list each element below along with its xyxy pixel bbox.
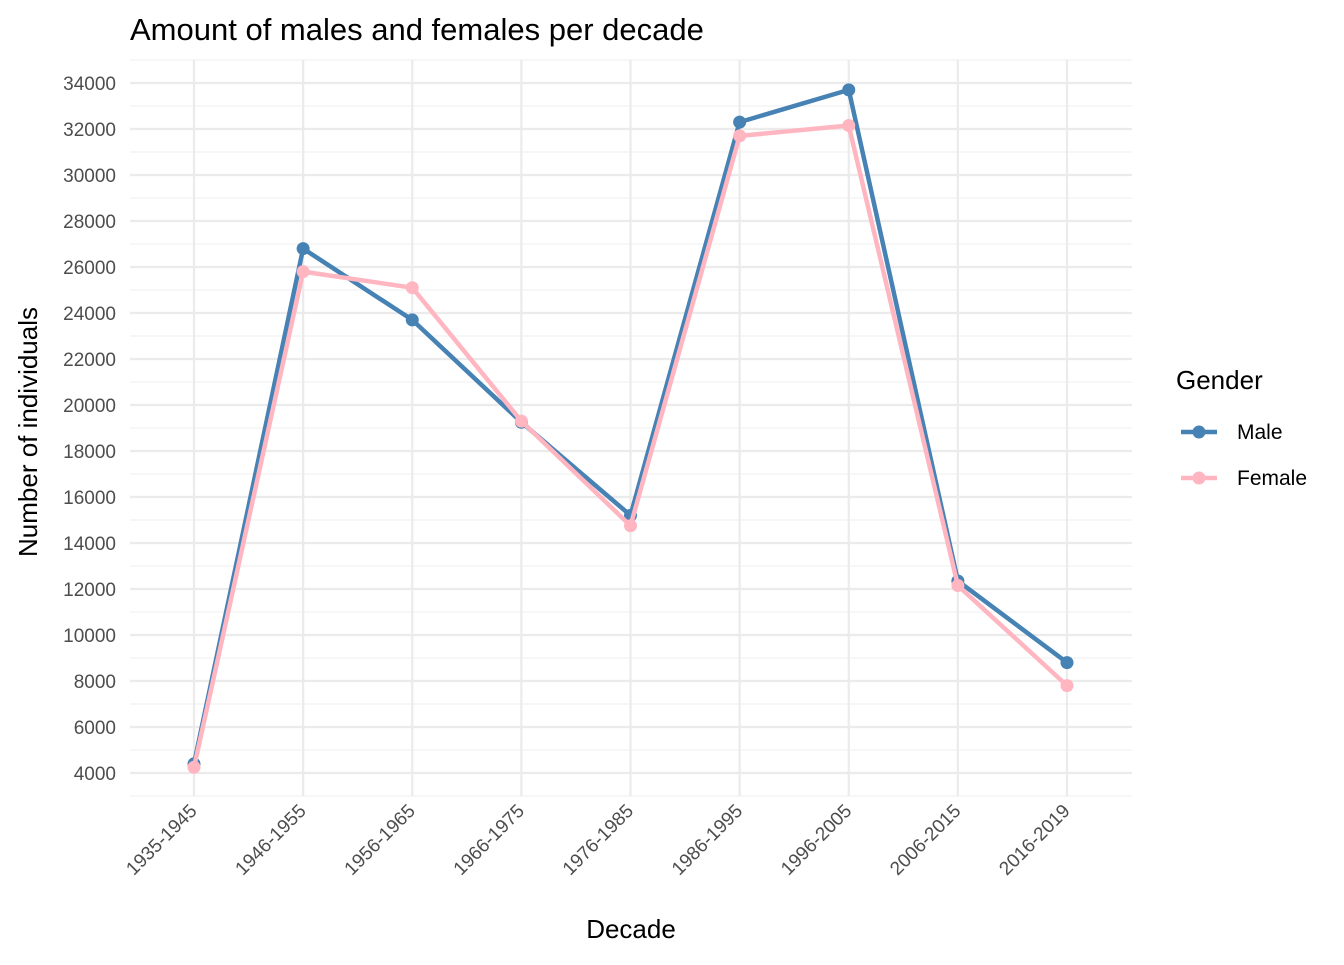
legend-label-female: Female (1237, 467, 1307, 490)
female-data-point (514, 414, 528, 428)
female-data-point (624, 519, 637, 533)
legend-key-female-point (1192, 471, 1206, 485)
female-data-point (1060, 679, 1074, 693)
x-tick-label: 2016-2019 (995, 801, 1074, 880)
x-axis-title: Decade (586, 914, 676, 944)
y-tick-label: 32000 (63, 120, 116, 141)
x-tick-label: 1986-1995 (668, 801, 747, 880)
chart-title: Amount of males and females per decade (130, 12, 704, 47)
y-tick-label: 4000 (74, 764, 116, 785)
male-data-point (842, 83, 856, 97)
female-data-point (733, 129, 747, 143)
male-data-point (733, 115, 747, 129)
y-tick-label: 8000 (74, 672, 116, 693)
legend: Gender Male Female (1176, 365, 1307, 490)
male-data-point (296, 242, 310, 256)
y-tick-label: 22000 (63, 350, 116, 371)
y-tick-label: 10000 (63, 626, 116, 647)
female-data-point (951, 579, 965, 593)
x-tick-label: 1996-2005 (777, 801, 856, 880)
male-data-point (405, 313, 419, 327)
legend-label-male: Male (1237, 421, 1283, 444)
y-tick-label: 14000 (63, 534, 116, 555)
x-tick-label: 1956-1965 (341, 801, 420, 880)
y-tick-label: 6000 (74, 718, 116, 739)
y-tick-label: 12000 (63, 580, 116, 601)
x-tick-label: 1976-1985 (559, 801, 638, 880)
female-data-point (296, 265, 310, 279)
x-axis-tick-labels: 1935-1945 1946-1955 1956-1965 1966-1975 1976… (122, 801, 1074, 880)
y-tick-label: 34000 (63, 74, 116, 95)
female-data-point (405, 281, 419, 295)
y-tick-label: 28000 (63, 212, 116, 233)
x-tick-label: 1946-1955 (232, 801, 311, 880)
legend-title: Gender (1176, 365, 1263, 395)
y-tick-label: 24000 (63, 304, 116, 325)
y-axis-tick-labels: 4000 6000 8000 10000 12000 14000 16000 18000 200… (63, 74, 116, 785)
y-tick-label: 16000 (63, 488, 116, 509)
x-tick-label: 1935-1945 (122, 801, 201, 880)
y-tick-label: 30000 (63, 166, 116, 187)
x-tick-label: 1966-1975 (450, 801, 529, 880)
female-data-point (842, 119, 856, 133)
female-data-point (187, 760, 201, 774)
y-axis-title: Number of individuals (13, 307, 43, 557)
legend-items: Male Female (1181, 421, 1307, 490)
y-tick-label: 26000 (63, 258, 116, 279)
y-tick-label: 18000 (63, 442, 116, 463)
male-data-point (1060, 656, 1074, 670)
x-tick-label: 2006-2015 (886, 801, 965, 880)
series-layer (187, 83, 1074, 774)
legend-key-male-point (1192, 425, 1206, 439)
y-tick-label: 20000 (63, 396, 116, 417)
